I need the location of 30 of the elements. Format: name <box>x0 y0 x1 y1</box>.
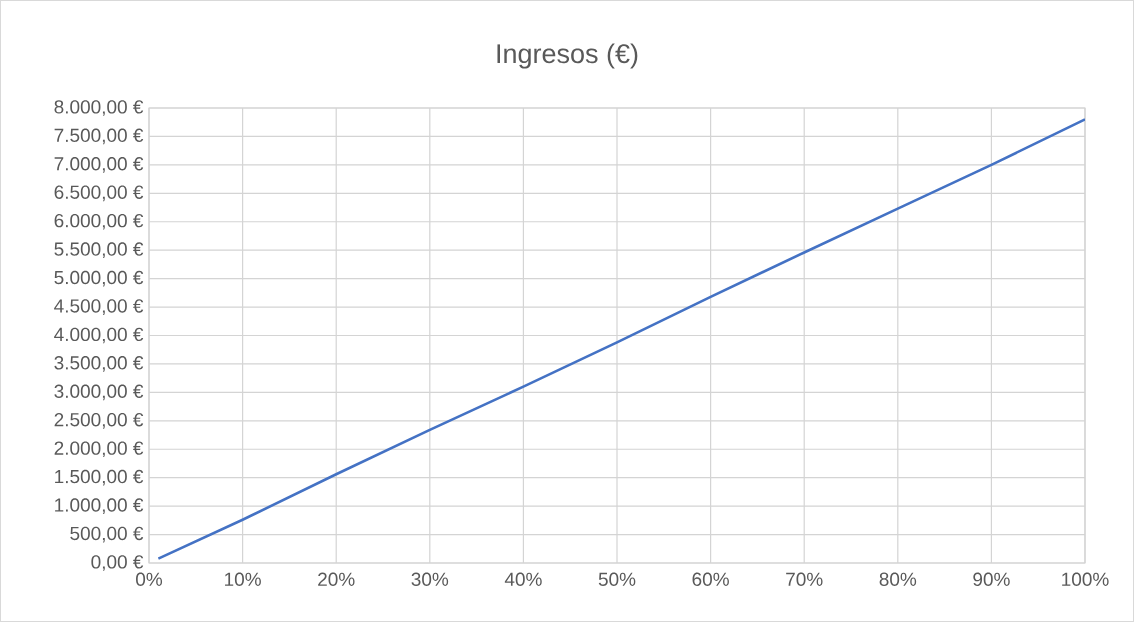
x-tick-label: 90% <box>973 572 1010 586</box>
y-tick-label: 5.000,00 € <box>54 270 144 287</box>
y-tick-label: 4.500,00 € <box>54 299 144 315</box>
y-tick-label: 0,00 € <box>91 555 144 571</box>
x-tick-label: 70% <box>786 572 823 586</box>
y-tick-label: 7.000,00 € <box>54 157 144 173</box>
y-tick-label: 7.500,00 € <box>54 128 144 145</box>
y-tick-label: 2.500,00 € <box>54 412 144 429</box>
line-series <box>157 118 1086 560</box>
x-tick-label: 20% <box>318 572 355 586</box>
y-tick-label: 1.000,00 € <box>55 498 144 514</box>
y-tick-label: 8.000,00 € <box>54 100 144 116</box>
y-tick-label: 3.000,00 € <box>54 384 144 401</box>
y-tick-label: 2.000,00 € <box>54 441 144 458</box>
x-tick-label: 0% <box>136 572 163 586</box>
y-tick-label: 6.000,00 € <box>54 213 144 230</box>
y-tick-label: 5.500,00 € <box>54 242 144 259</box>
x-tick-label: 40% <box>504 572 542 586</box>
x-tick-label: 60% <box>692 572 729 586</box>
x-tick-label: 30% <box>411 572 449 586</box>
x-tick-label: 50% <box>598 572 636 586</box>
x-tick-label: 10% <box>225 572 261 586</box>
y-tick-label: 500,00 € <box>70 526 144 543</box>
y-tick-label: 4.000,00 € <box>54 327 144 344</box>
x-tick-label: 80% <box>879 572 917 586</box>
chart-title: Ingresos (€) <box>497 43 638 69</box>
x-tick-label: 100% <box>1062 572 1109 586</box>
y-tick-label: 6.500,00 € <box>54 185 144 202</box>
y-tick-label: 3.500,00 € <box>54 356 144 372</box>
y-tick-label: 1.500,00 € <box>55 469 144 486</box>
